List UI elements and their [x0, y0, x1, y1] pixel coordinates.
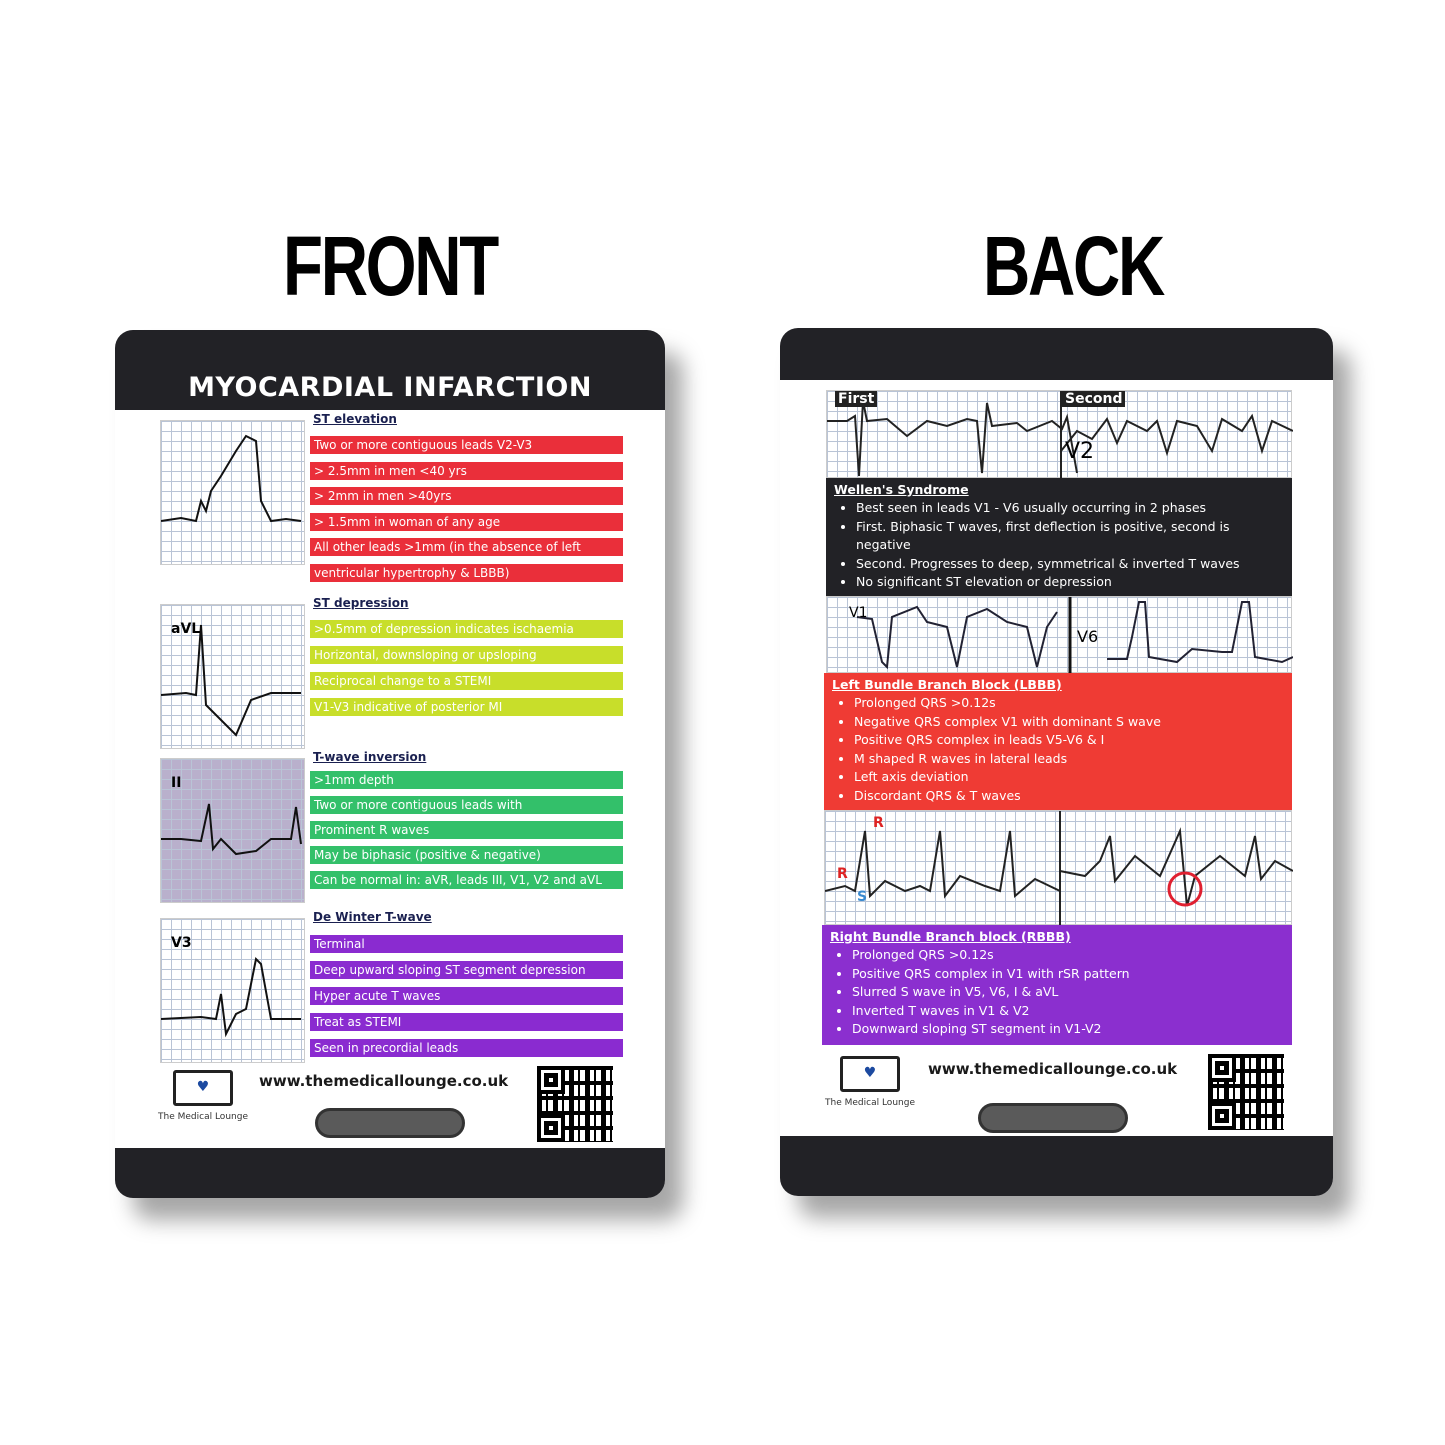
logo-text: The Medical Lounge: [825, 1098, 915, 1108]
bullet-item: Discordant QRS & T waves: [854, 787, 1284, 806]
lead-label: aVL: [171, 621, 201, 637]
criteria-bar: Two or more contiguous leads with: [310, 796, 623, 814]
section-heading: De Winter T-wave: [313, 910, 432, 924]
bullet-item: Best seen in leads V1 - V6 usually occur…: [856, 499, 1284, 518]
tml-logo: ♥ The Medical Lounge: [153, 1070, 253, 1122]
bullet-item: Downward sloping ST segment in V1-V2: [852, 1020, 1284, 1039]
section-heading: T-wave inversion: [313, 750, 427, 764]
lanyard-slot-back: [978, 1103, 1128, 1133]
criteria-bar: May be biphasic (positive & negative): [310, 846, 623, 864]
criteria-bar: Can be normal in: aVR, leads III, V1, V2…: [310, 871, 623, 889]
bullet-item: Positive QRS complex in leads V5-V6 & I: [854, 731, 1284, 750]
criteria-bar: > 1.5mm in woman of any age: [310, 512, 623, 531]
lead-label: II: [171, 775, 182, 791]
rbbb-heading: Right Bundle Branch block (RBBB): [830, 929, 1071, 944]
first-label: First: [835, 391, 878, 407]
criteria-bar: Two or more contiguous leads V2-V3: [310, 436, 623, 454]
criteria-bar: All other leads >1mm (in the absence of …: [310, 538, 623, 556]
criteria-bar: > 2.5mm in men <40 yrs: [310, 461, 623, 480]
lbbb-ecg-strip: V1 V6: [826, 596, 1293, 674]
website-link-back[interactable]: www.themedicallounge.co.uk: [928, 1060, 1178, 1078]
wellens-heading: Wellen's Syndrome: [834, 482, 969, 497]
bullet-item: Prolonged QRS >0.12s: [854, 694, 1284, 713]
second-label: Second: [1062, 391, 1126, 407]
criteria-bar: Horizontal, downsloping or upsloping: [310, 646, 623, 664]
criteria-bar: Seen in precordial leads: [310, 1039, 623, 1057]
criteria-bar: Prominent R waves: [310, 821, 623, 839]
v1-label: V1: [849, 605, 868, 621]
s-label: S: [857, 889, 868, 905]
back-top-band: [780, 328, 1333, 380]
website-link[interactable]: www.themedicallounge.co.uk: [259, 1072, 509, 1090]
bullet-item: Negative QRS complex V1 with dominant S …: [854, 713, 1284, 732]
wellens-box: Wellen's Syndrome Best seen in leads V1 …: [826, 478, 1292, 596]
bullet-item: Inverted T waves in V1 & V2: [852, 1002, 1284, 1021]
criteria-bar: >0.5mm of depression indicates ischaemia: [310, 620, 623, 638]
criteria-bar: Reciprocal change to a STEMI: [310, 672, 623, 690]
monitor-heart-icon: ♥: [840, 1056, 900, 1092]
criteria-bar: > 2mm in men >40yrs: [310, 487, 623, 505]
lanyard-slot: [315, 1108, 465, 1138]
bullet-item: No significant ST elevation or depressio…: [856, 573, 1284, 592]
bullet-item: Second. Progresses to deep, symmetrical …: [856, 555, 1284, 574]
qr-code-back[interactable]: [1208, 1054, 1284, 1130]
front-bottom-band: [115, 1148, 665, 1198]
front-top-band: MYOCARDIAL INFARCTION: [115, 330, 665, 410]
rbbb-box: Right Bundle Branch block (RBBB) Prolong…: [822, 925, 1292, 1045]
rbbb-ecg-strip: R R S: [824, 810, 1293, 926]
criteria-bar: Treat as STEMI: [310, 1013, 623, 1031]
qr-code[interactable]: [537, 1066, 613, 1142]
ecg-tracing: II: [160, 758, 305, 903]
monitor-heart-icon: ♥: [173, 1070, 233, 1106]
r-prime-label: R: [873, 815, 884, 831]
lbbb-box: Left Bundle Branch Block (LBBB) Prolonge…: [824, 673, 1292, 810]
wellens-ecg-strip: First Second V2: [826, 390, 1293, 479]
v2-label: V2: [1065, 439, 1095, 464]
v6-label: V6: [1077, 627, 1099, 646]
criteria-bar: V1-V3 indicative of posterior MI: [310, 698, 623, 716]
back-label: BACK: [983, 219, 1165, 313]
bullet-item: First. Biphasic T waves, first deflectio…: [856, 518, 1284, 555]
criteria-bar: Terminal: [310, 935, 623, 953]
section-heading: ST elevation: [313, 412, 397, 426]
criteria-bar: Deep upward sloping ST segment depressio…: [310, 961, 623, 979]
front-label: FRONT: [283, 219, 499, 313]
ecg-tracing: V3: [160, 918, 305, 1063]
logo-text: The Medical Lounge: [158, 1112, 248, 1122]
ecg-tracing: [160, 420, 305, 565]
lbbb-heading: Left Bundle Branch Block (LBBB): [832, 677, 1062, 692]
bullet-item: Prolonged QRS >0.12s: [852, 946, 1284, 965]
back-bottom-band: [780, 1136, 1333, 1196]
criteria-bar: ventricular hypertrophy & LBBB): [310, 563, 623, 582]
tml-logo-back: ♥ The Medical Lounge: [820, 1056, 920, 1108]
card-title: MYOCARDIAL INFARCTION: [188, 372, 592, 403]
back-card: First Second V2 Wellen's Syndrome Best s…: [780, 328, 1333, 1196]
section-heading: ST depression: [313, 596, 409, 610]
criteria-bar: Hyper acute T waves: [310, 987, 623, 1005]
ecg-tracing: aVL: [160, 604, 305, 749]
bullet-item: M shaped R waves in lateral leads: [854, 750, 1284, 769]
lead-label: V3: [171, 935, 192, 951]
r-label: R: [837, 866, 848, 882]
criteria-bar: >1mm depth: [310, 771, 623, 789]
bullet-item: Positive QRS complex in V1 with rSR patt…: [852, 965, 1284, 984]
bullet-item: Slurred S wave in V5, V6, I & aVL: [852, 983, 1284, 1002]
front-card: MYOCARDIAL INFARCTION ST elevation Two or…: [115, 330, 665, 1198]
bullet-item: Left axis deviation: [854, 768, 1284, 787]
